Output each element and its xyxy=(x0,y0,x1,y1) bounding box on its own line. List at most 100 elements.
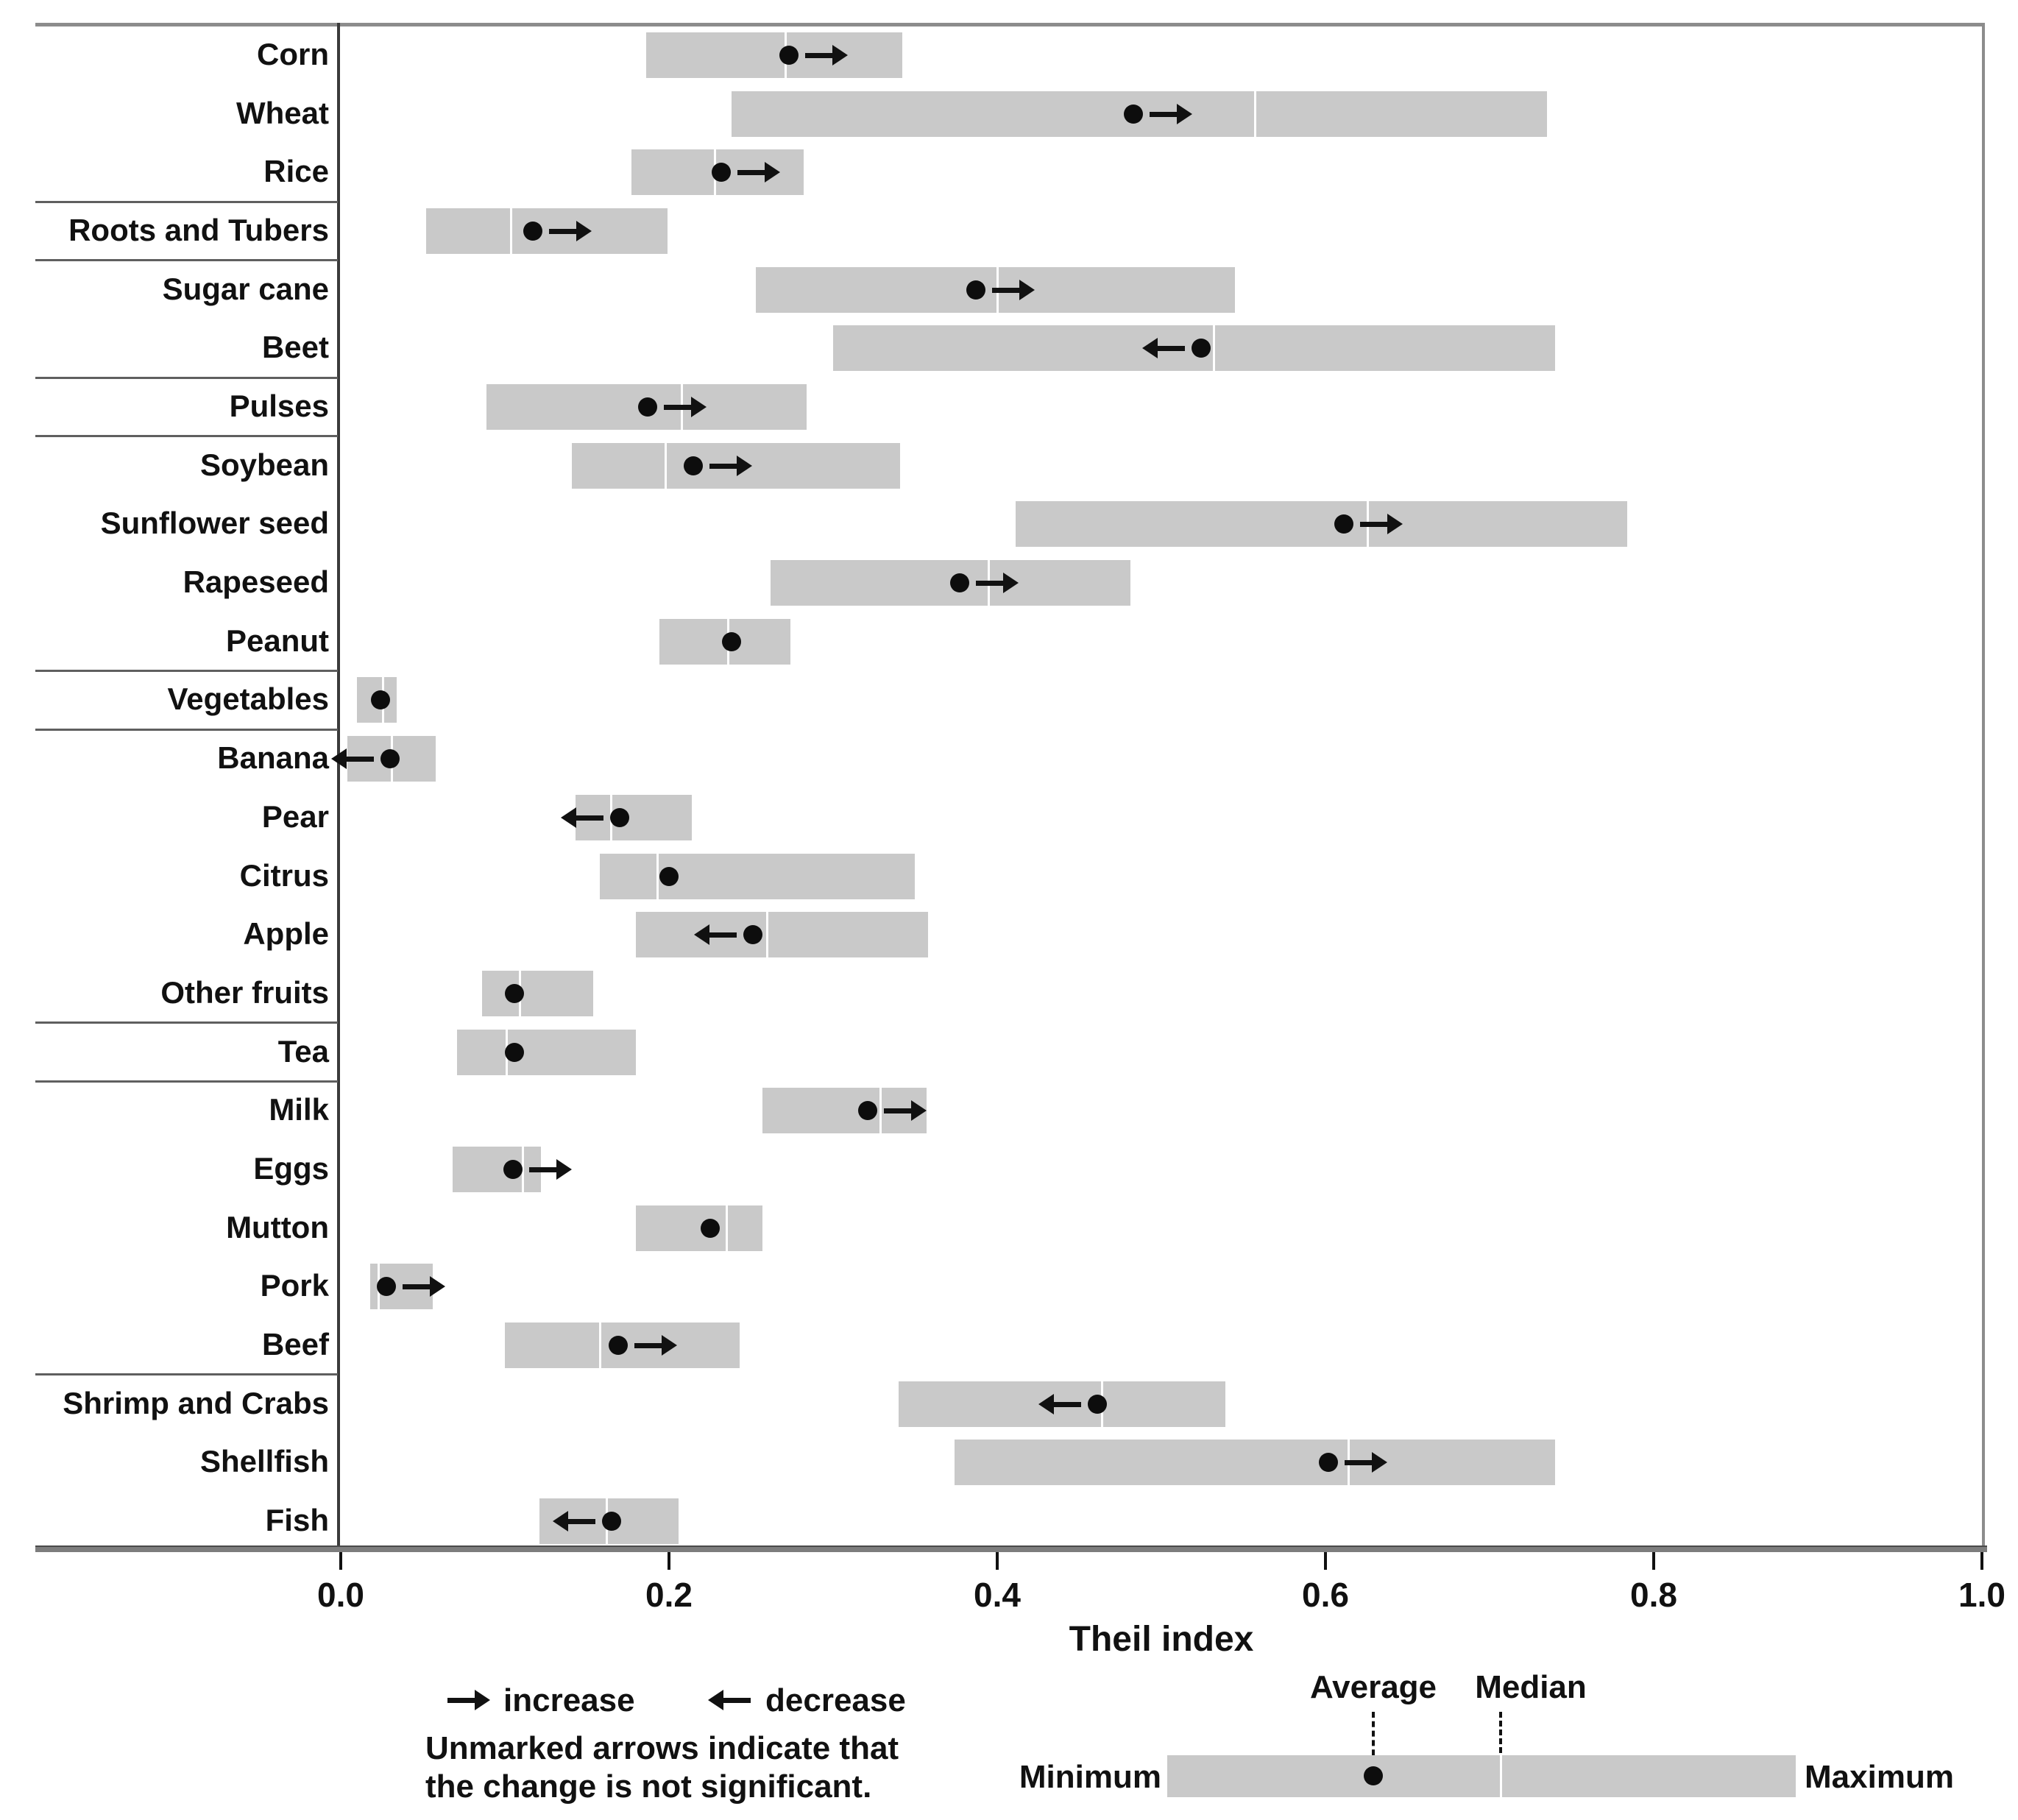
category-label: Pork xyxy=(260,1268,329,1303)
increase-arrow-icon xyxy=(1150,103,1193,124)
median-line xyxy=(510,208,513,254)
range-bar xyxy=(1015,501,1628,548)
category-label: Soybean xyxy=(199,447,329,482)
arrow-shaft xyxy=(403,1284,433,1290)
category-label: Sugar cane xyxy=(162,271,329,306)
range-bar xyxy=(645,32,902,78)
arrow-head xyxy=(552,1511,568,1532)
category-label: Shellfish xyxy=(199,1444,329,1479)
range-bar xyxy=(457,1029,637,1075)
average-dot xyxy=(601,1512,621,1532)
increase-arrow-icon xyxy=(883,1100,927,1122)
group-separator-line xyxy=(35,376,338,379)
range-bar xyxy=(452,1147,542,1192)
arrow-head xyxy=(910,1100,927,1122)
category-label: Tea xyxy=(277,1033,329,1069)
average-dot xyxy=(659,866,679,886)
arrow-head xyxy=(1141,338,1158,359)
median-key-label: Median xyxy=(1475,1669,1587,1705)
plot-right-border xyxy=(1982,23,1985,1551)
arrow-head xyxy=(1002,573,1019,594)
increase-arrow-icon xyxy=(447,1690,490,1710)
arrow-shaft xyxy=(992,287,1022,293)
average-dot xyxy=(779,45,799,65)
decrease-legend-label: decrease xyxy=(765,1682,906,1718)
arrow-head xyxy=(693,924,709,946)
average-dot xyxy=(743,925,762,945)
arrow-head xyxy=(556,1159,573,1180)
group-separator-line xyxy=(35,1021,338,1024)
x-axis-tick xyxy=(996,1552,999,1570)
category-label: Vegetables xyxy=(167,681,329,717)
median-line xyxy=(598,1322,601,1369)
category-label: Wheat xyxy=(236,95,329,130)
category-label: Corn xyxy=(257,36,329,71)
category-label: Rice xyxy=(263,154,329,189)
arrow-shaft xyxy=(565,1519,595,1525)
category-label: Milk xyxy=(269,1092,329,1127)
decrease-arrow-icon xyxy=(693,924,737,946)
average-dot xyxy=(684,456,704,475)
category-label: Beef xyxy=(261,1327,329,1362)
x-axis-tick-label: 0.4 xyxy=(974,1576,1021,1614)
group-separator-line xyxy=(35,1080,338,1083)
arrow-shaft xyxy=(1155,346,1185,352)
average-dot xyxy=(1088,1394,1108,1414)
category-label: Peanut xyxy=(225,623,329,658)
y-axis-line xyxy=(337,23,340,1551)
median-line xyxy=(879,1088,882,1134)
arrow-shaft xyxy=(975,581,1005,587)
range-bar xyxy=(636,912,929,958)
arrow-head xyxy=(661,1335,677,1356)
category-label: Apple xyxy=(243,916,329,952)
x-axis-tick-label: 0.0 xyxy=(317,1576,364,1614)
group-separator-line xyxy=(35,670,338,673)
arrow-head xyxy=(691,397,707,417)
x-axis-tick-label: 1.0 xyxy=(1958,1576,2005,1614)
range-bar xyxy=(636,1205,763,1251)
average-dot xyxy=(638,397,657,417)
arrow-shaft xyxy=(529,1167,559,1172)
average-dot xyxy=(700,1218,720,1238)
average-dot xyxy=(370,690,390,710)
increase-arrow-icon xyxy=(975,573,1019,594)
group-separator-line xyxy=(35,728,338,731)
increase-arrow-icon xyxy=(709,455,753,476)
arrow-head xyxy=(1038,1393,1055,1414)
median-line xyxy=(656,853,659,899)
arrow-shaft xyxy=(1345,1460,1375,1466)
x-axis-tick xyxy=(1652,1552,1655,1570)
arrow-shaft xyxy=(883,1108,913,1114)
arrow-head xyxy=(430,1276,446,1297)
group-separator-line xyxy=(35,1373,338,1376)
average-dot xyxy=(712,163,732,183)
plot-top-border xyxy=(35,23,1985,26)
increase-legend-label: increase xyxy=(503,1682,635,1718)
increase-arrow-icon xyxy=(1345,1452,1388,1473)
average-dot xyxy=(1334,514,1353,534)
category-label: Rapeseed xyxy=(183,564,329,600)
arrow-shaft xyxy=(1052,1401,1082,1407)
arrow-shaft xyxy=(664,405,693,410)
average-dot xyxy=(377,1277,397,1297)
average-dot xyxy=(380,749,400,769)
arrow-shaft xyxy=(707,932,737,938)
increase-arrow-icon xyxy=(634,1335,677,1356)
average-key-label: Average xyxy=(1309,1669,1437,1705)
arrow-shaft xyxy=(634,1343,664,1349)
x-axis-tick-label: 0.2 xyxy=(645,1576,693,1614)
increase-arrow-icon xyxy=(403,1276,446,1297)
category-label: Pulses xyxy=(229,389,329,423)
category-label: Mutton xyxy=(226,1209,329,1244)
arrow-head xyxy=(330,748,347,770)
average-dot xyxy=(1191,339,1211,358)
x-axis-tick xyxy=(668,1552,670,1570)
average-dot xyxy=(1319,1453,1339,1473)
average-dot xyxy=(949,573,969,593)
arrow-head xyxy=(1019,279,1035,300)
average-dot xyxy=(610,807,630,827)
average-dot xyxy=(966,280,985,300)
average-dashed-connector xyxy=(1372,1712,1375,1765)
category-label: Beet xyxy=(261,330,329,365)
